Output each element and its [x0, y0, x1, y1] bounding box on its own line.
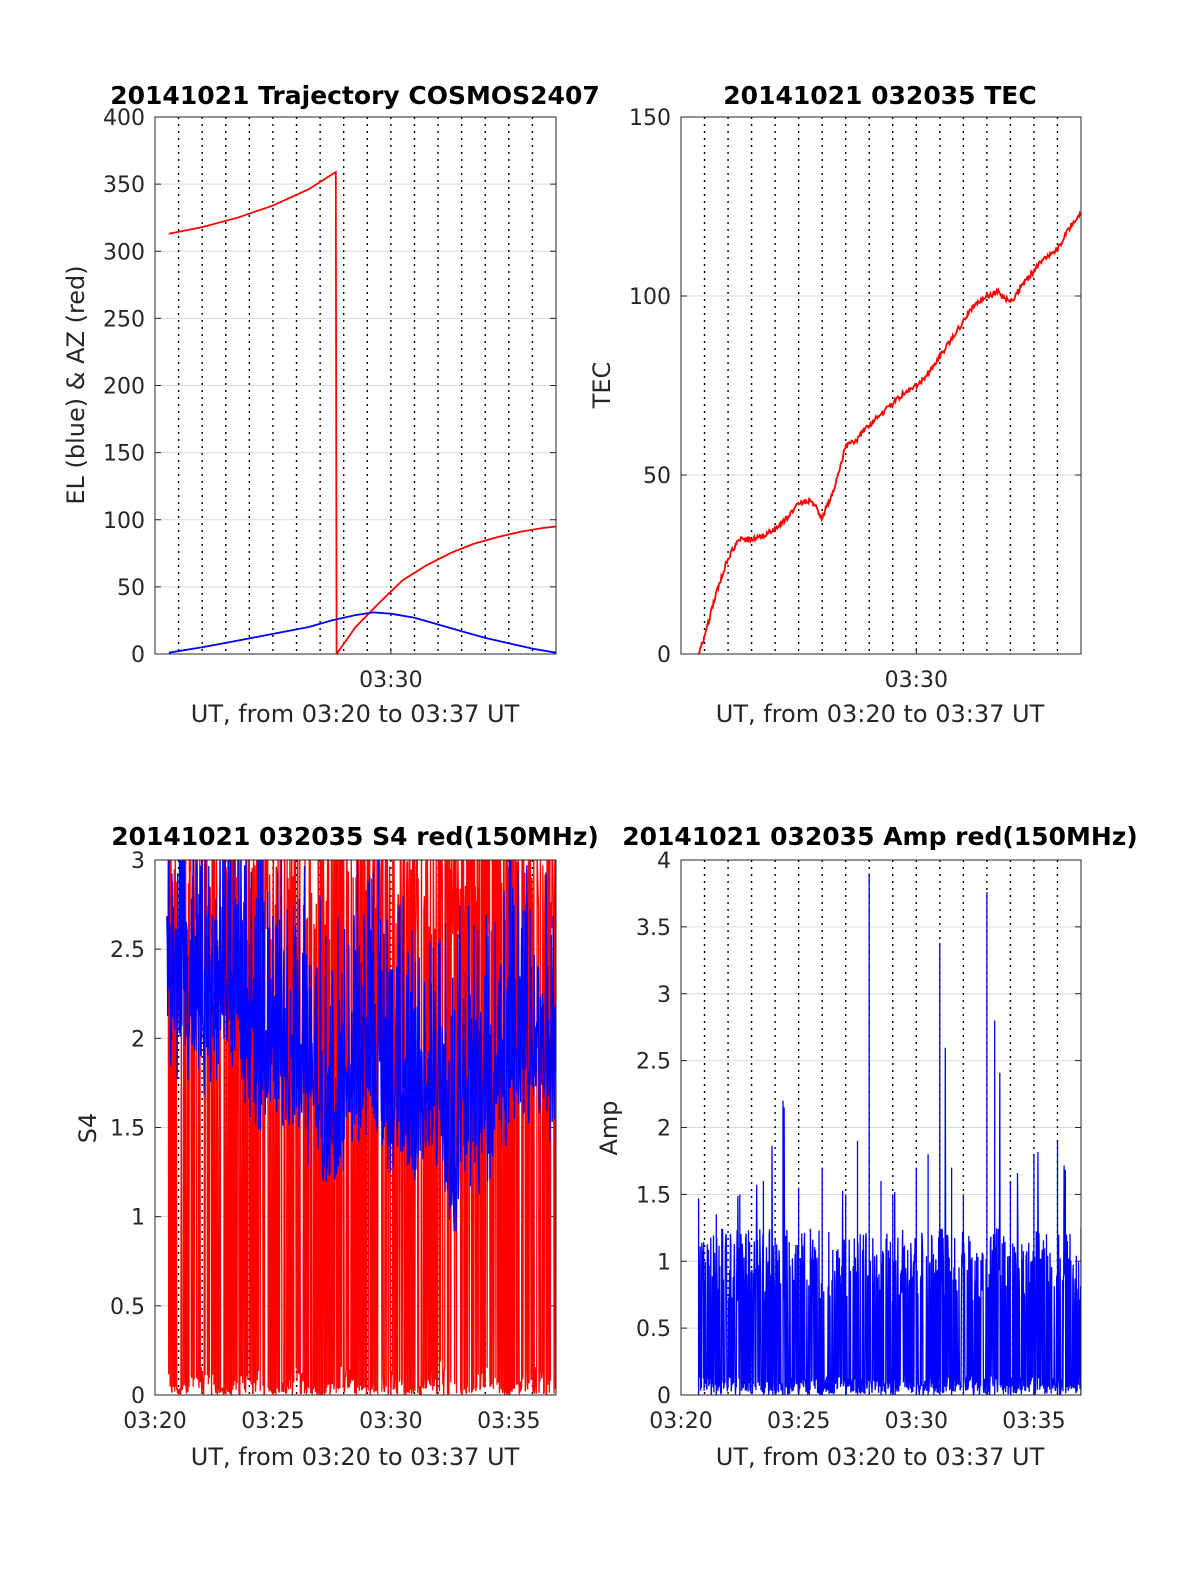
- y-tick-label: 1: [657, 1250, 671, 1275]
- series-line: [166, 860, 556, 1232]
- y-tick-label: 2: [131, 1027, 145, 1052]
- y-tick-label: 0.5: [636, 1317, 671, 1342]
- panel-s4: 20141021 032035 S4 red(150MHz) UT, from …: [74, 822, 599, 1471]
- x-tick-label: 03:35: [477, 1409, 540, 1434]
- y-tick-label: 3: [131, 849, 145, 874]
- y-tick-label: 4: [657, 849, 671, 874]
- x-tick-label: 03:25: [241, 1409, 304, 1434]
- plot-frame: [680, 116, 1082, 655]
- chart-title: 20141021 Trajectory COSMOS2407: [110, 81, 600, 110]
- y-tick-label: 3: [657, 983, 671, 1008]
- plot-frame: [154, 859, 557, 1396]
- x-tick-label: 03:30: [885, 668, 948, 693]
- y-tick-label: 0: [657, 643, 671, 668]
- series-line: [168, 170, 556, 654]
- y-axis-label: EL (blue) & AZ (red): [62, 265, 90, 504]
- y-tick-label: 2.5: [110, 938, 145, 963]
- plot-frame: [680, 859, 1082, 1396]
- panel-tec: 20141021 032035 TEC UT, from 03:20 to 03…: [588, 81, 1082, 728]
- x-axis-label: UT, from 03:20 to 03:37 UT: [716, 700, 1045, 728]
- y-tick-label: 1: [131, 1206, 145, 1231]
- x-axis-label: UT, from 03:20 to 03:37 UT: [191, 700, 520, 728]
- x-tick-label: 03:30: [885, 1409, 948, 1434]
- y-tick-label: 1.5: [110, 1117, 145, 1142]
- y-tick-label: 0.5: [110, 1295, 145, 1320]
- y-tick-label: 1.5: [636, 1183, 671, 1208]
- x-axis-label: UT, from 03:20 to 03:37 UT: [191, 1443, 520, 1471]
- y-tick-label: 250: [103, 307, 145, 332]
- y-tick-label: 400: [103, 106, 145, 131]
- chart-title: 20141021 032035 TEC: [723, 81, 1036, 110]
- panel-trajectory: 20141021 Trajectory COSMOS2407 UT, from …: [62, 81, 600, 728]
- y-tick-label: 2: [657, 1117, 671, 1142]
- x-tick-label: 03:30: [359, 1409, 422, 1434]
- y-tick-label: 0: [131, 1384, 145, 1409]
- y-tick-label: 100: [103, 509, 145, 534]
- y-tick-label: 0: [131, 643, 145, 668]
- y-axis-label: TEC: [588, 362, 616, 410]
- y-tick-label: 2.5: [636, 1050, 671, 1075]
- x-tick-label: 03:20: [123, 1409, 186, 1434]
- y-axis-label: S4: [74, 1113, 102, 1144]
- chart-title: 20141021 032035 S4 red(150MHz): [111, 822, 599, 851]
- y-tick-label: 300: [103, 240, 145, 265]
- x-tick-label: 03:35: [1002, 1409, 1065, 1434]
- plot-frame: [154, 116, 557, 655]
- x-tick-label: 03:20: [649, 1409, 712, 1434]
- y-tick-label: 100: [629, 285, 671, 310]
- y-tick-label: 150: [629, 106, 671, 131]
- series-line: [168, 611, 556, 654]
- x-tick-label: 03:30: [359, 668, 422, 693]
- x-axis-label: UT, from 03:20 to 03:37 UT: [716, 1443, 1045, 1471]
- y-tick-label: 3.5: [636, 916, 671, 941]
- series-line: [697, 873, 1081, 1395]
- y-tick-label: 200: [103, 375, 145, 400]
- y-tick-label: 150: [103, 442, 145, 467]
- y-tick-label: 350: [103, 173, 145, 198]
- chart-title: 20141021 032035 Amp red(150MHz): [622, 822, 1138, 851]
- y-tick-label: 0: [657, 1384, 671, 1409]
- panel-amp: 20141021 032035 Amp red(150MHz) UT, from…: [595, 822, 1138, 1471]
- series-line: [167, 860, 556, 1395]
- x-tick-label: 03:25: [767, 1409, 830, 1434]
- y-tick-label: 50: [643, 464, 671, 489]
- y-tick-label: 50: [117, 576, 145, 601]
- series-line: [697, 210, 1081, 654]
- y-axis-label: Amp: [595, 1100, 623, 1155]
